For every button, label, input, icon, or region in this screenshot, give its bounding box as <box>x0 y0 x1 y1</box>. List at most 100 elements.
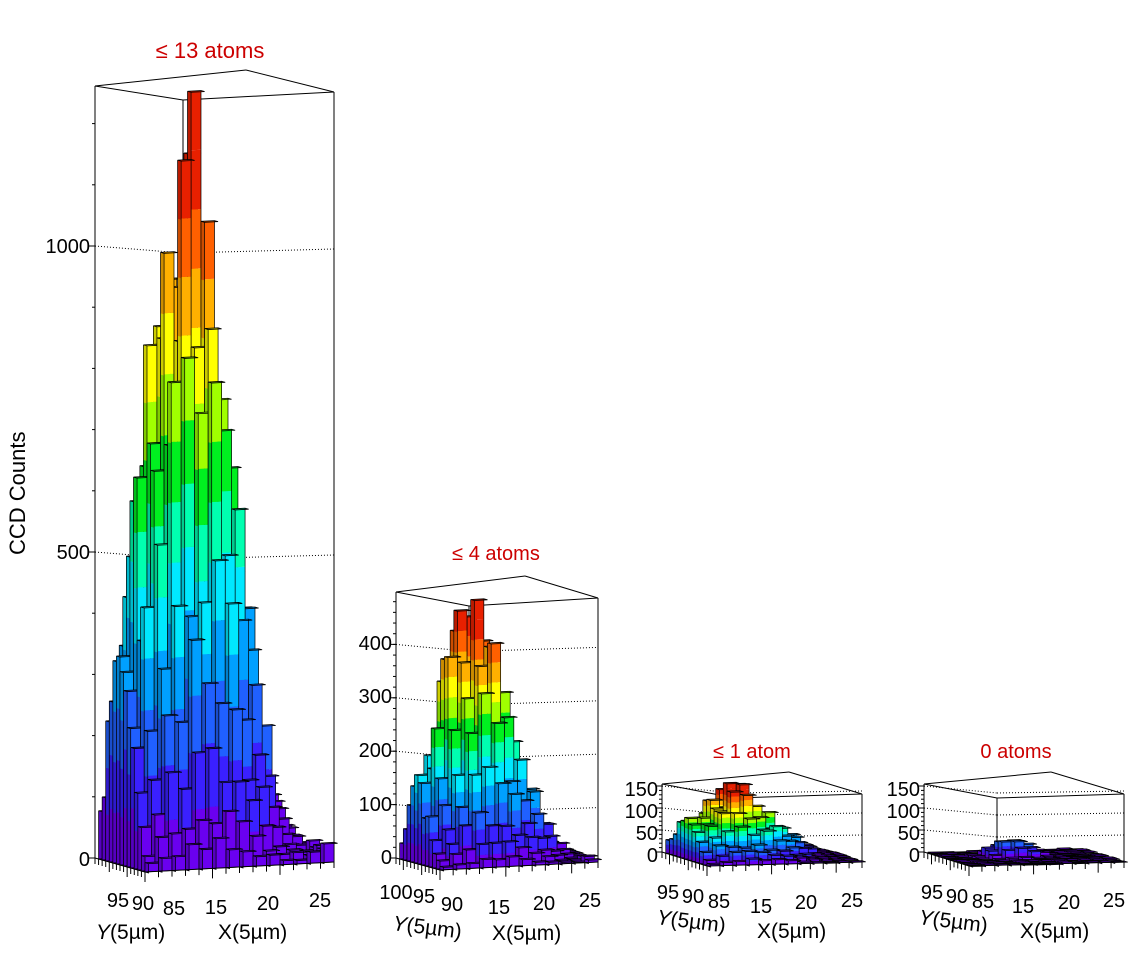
p4-xlabel: X(5µm) <box>1020 920 1089 943</box>
bar <box>161 714 178 716</box>
bar <box>201 221 218 223</box>
bar <box>521 822 538 824</box>
bar <box>208 381 225 383</box>
bar <box>777 850 794 852</box>
p3-ztick-1: 50 <box>636 823 658 845</box>
panel-3-title: ≤ 1 atom <box>713 741 791 763</box>
p2-ytick-0: 100 <box>379 882 412 904</box>
bar <box>508 793 525 795</box>
bar <box>531 813 548 815</box>
bar <box>755 851 772 853</box>
bar <box>1028 850 1045 852</box>
bar <box>786 847 803 849</box>
p2-ztick-3: 300 <box>359 686 392 708</box>
bar <box>502 840 519 842</box>
bar <box>542 855 559 857</box>
bar <box>785 859 802 861</box>
bar <box>746 858 763 860</box>
bar <box>232 780 249 782</box>
bar <box>581 855 598 857</box>
bar <box>499 825 516 827</box>
bar <box>263 850 280 852</box>
bar <box>454 610 471 612</box>
p3-ztick-2: 100 <box>625 801 658 823</box>
bar <box>225 602 242 604</box>
bar <box>731 812 748 814</box>
p1-xtick-2: 25 <box>309 890 331 912</box>
p2-xtick-0: 15 <box>488 897 510 919</box>
p4-xtick-2: 25 <box>1103 890 1125 912</box>
bar <box>215 702 232 704</box>
p2-ytick-1: 95 <box>413 886 435 908</box>
bar <box>504 780 521 782</box>
panel-1-title: ≤ 13 atoms <box>156 38 265 63</box>
bar <box>544 835 561 837</box>
p3-ytick-0: 95 <box>657 882 679 904</box>
panel-1-bars <box>99 91 338 873</box>
panel-2-bars <box>400 599 602 871</box>
p1-ytick-0: 95 <box>107 890 129 912</box>
bar <box>267 854 284 856</box>
p4-ytick-1: 90 <box>946 886 968 908</box>
p1-ytick-1: 90 <box>132 893 154 915</box>
bar <box>514 759 531 761</box>
panel-3 <box>656 772 866 876</box>
bar <box>529 852 546 854</box>
panel-1 <box>89 70 338 882</box>
bar <box>273 845 290 847</box>
bar <box>488 642 505 644</box>
bar <box>735 826 752 828</box>
bar <box>727 791 744 793</box>
bar <box>306 839 323 841</box>
p2-ztick-2: 200 <box>359 740 392 762</box>
bar <box>171 605 188 607</box>
bar <box>1011 840 1028 842</box>
p1-ztick-2: 1000 <box>46 236 91 258</box>
p4-ztick-1: 50 <box>898 823 920 845</box>
bar <box>744 818 761 820</box>
y-axis-label: CCD Counts <box>5 432 30 555</box>
p2-ytick-2: 90 <box>441 894 463 916</box>
p2-xlabel: X(5µm) <box>492 922 561 945</box>
p2-ylabel: Y(5µm) <box>391 912 463 943</box>
p4-xtick-1: 20 <box>1058 892 1080 914</box>
bar <box>491 722 508 724</box>
bar <box>188 639 205 641</box>
bar <box>506 855 523 857</box>
bar <box>773 840 790 842</box>
p3-xtick-1: 20 <box>795 892 817 914</box>
bar <box>222 554 239 556</box>
p4-ytick-2: 85 <box>972 891 994 913</box>
bar <box>1081 851 1098 853</box>
bar <box>283 843 300 845</box>
bar <box>512 834 529 836</box>
bar <box>1015 847 1032 849</box>
bar <box>472 811 489 813</box>
bar <box>246 799 263 801</box>
panel-2-title: ≤ 4 atoms <box>452 543 540 565</box>
p1-xtick-0: 15 <box>205 897 227 919</box>
bar <box>181 357 198 359</box>
bar <box>195 819 212 821</box>
p2-ztick-4: 400 <box>359 633 392 655</box>
p2-ztick-1: 100 <box>359 794 392 816</box>
bar <box>527 791 544 793</box>
bar <box>471 599 488 601</box>
p2-xtick-1: 20 <box>533 893 555 915</box>
bar <box>495 782 512 784</box>
bar <box>751 844 768 846</box>
p3-xtick-2: 25 <box>841 890 863 912</box>
bar <box>538 849 555 851</box>
bar <box>290 851 307 853</box>
p1-ylabel: Y(5µm) <box>96 921 165 944</box>
bar <box>236 820 253 822</box>
bar <box>259 825 276 827</box>
bar <box>232 508 249 510</box>
bar <box>252 754 269 756</box>
bar <box>205 328 222 330</box>
p1-xlabel: X(5µm) <box>218 921 287 944</box>
panel-2 <box>390 576 602 880</box>
bar <box>178 159 195 161</box>
bar <box>501 716 518 718</box>
bar <box>226 848 243 850</box>
